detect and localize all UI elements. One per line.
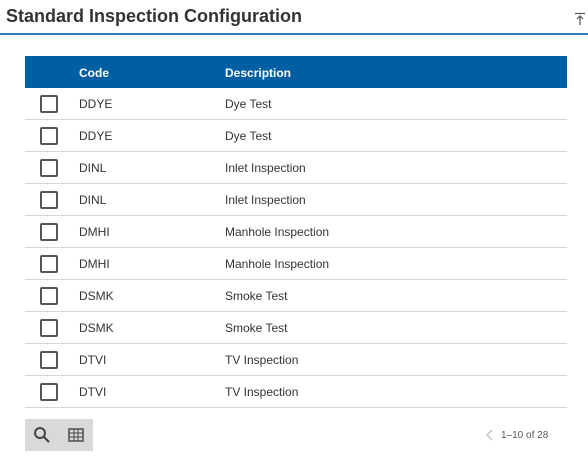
table-row[interactable]: DINL Inlet Inspection [25,184,567,216]
grid-icon [68,428,84,442]
cell-description: Dye Test [225,97,272,111]
table-row[interactable]: DSMK Smoke Test [25,312,567,344]
cell-code: DSMK [79,289,114,303]
row-checkbox[interactable] [40,127,58,145]
table-header: Code Description [25,56,567,88]
column-header-code[interactable]: Code [79,66,109,80]
cell-code: DTVI [79,385,107,399]
table-row[interactable]: DTVI TV Inspection [25,344,567,376]
cell-description: Manhole Inspection [225,257,330,271]
table-row[interactable]: DDYE Dye Test [25,88,567,120]
row-checkbox[interactable] [40,383,58,401]
cell-code: DINL [79,161,107,175]
cell-description: TV Inspection [225,385,299,399]
search-icon [34,427,50,443]
cell-description: Manhole Inspection [225,225,330,239]
prev-page-icon[interactable] [484,427,496,443]
cell-description: Inlet Inspection [225,193,306,207]
cell-code: DMHI [79,257,110,271]
column-chooser-button[interactable] [59,419,93,451]
panel-header: Standard Inspection Configuration [0,0,588,35]
row-checkbox[interactable] [40,255,58,273]
cell-description: Smoke Test [225,289,288,303]
cell-code: DMHI [79,225,110,239]
page-range: 1–10 of 28 [501,430,549,441]
row-checkbox[interactable] [40,287,58,305]
row-checkbox[interactable] [40,223,58,241]
cell-code: DINL [79,193,107,207]
search-button[interactable] [25,419,59,451]
page-title: Standard Inspection Configuration [6,6,302,26]
row-checkbox[interactable] [40,191,58,209]
cell-code: DDYE [79,97,113,111]
cell-description: TV Inspection [225,353,299,367]
collapse-icon[interactable] [574,12,586,26]
table-row[interactable]: DMHI Manhole Inspection [25,248,567,280]
table-row[interactable]: DTVI TV Inspection [25,376,567,408]
cell-description: Inlet Inspection [225,161,306,175]
row-checkbox[interactable] [40,95,58,113]
table-row[interactable]: DMHI Manhole Inspection [25,216,567,248]
row-checkbox[interactable] [40,319,58,337]
cell-code: DSMK [79,321,114,335]
table-row[interactable]: DSMK Smoke Test [25,280,567,312]
cell-description: Smoke Test [225,321,288,335]
table-row[interactable]: DINL Inlet Inspection [25,152,567,184]
cell-description: Dye Test [225,129,272,143]
table-toolbar [25,419,93,451]
inspection-table: Code Description DDYE Dye Test DDYE Dye … [25,56,567,408]
row-checkbox[interactable] [40,351,58,369]
column-header-description[interactable]: Description [225,66,292,80]
row-checkbox[interactable] [40,159,58,177]
cell-code: DDYE [79,129,113,143]
table-row[interactable]: DDYE Dye Test [25,120,567,152]
cell-code: DTVI [79,353,107,367]
